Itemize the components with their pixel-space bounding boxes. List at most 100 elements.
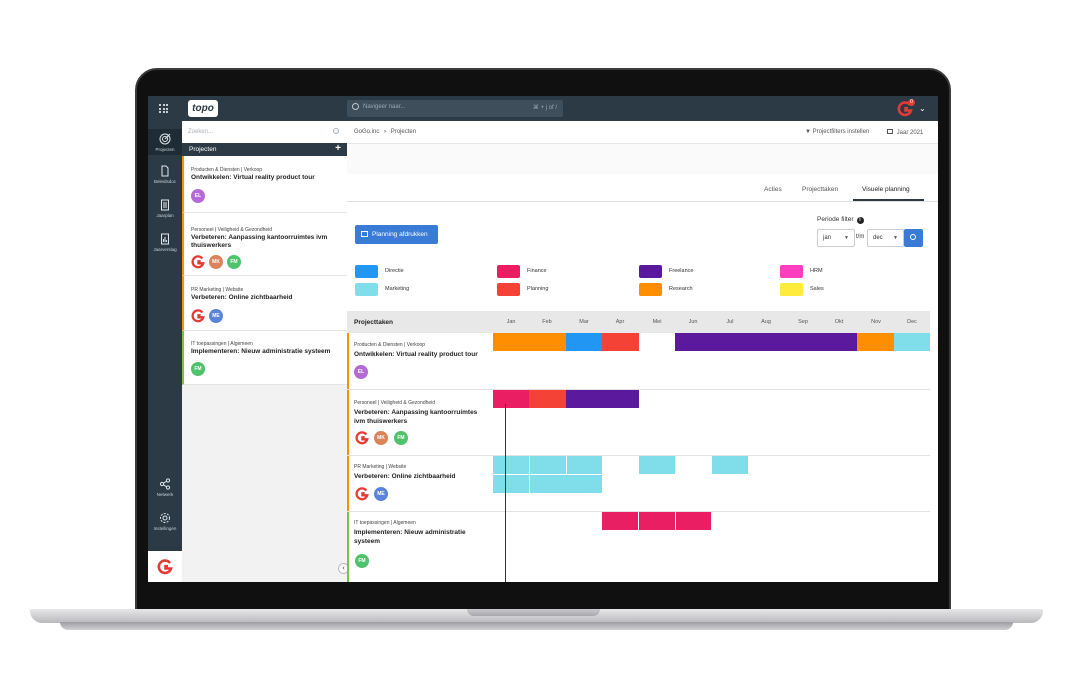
project-title: Ontwikkelen: Virtual reality product tou… [354,351,478,358]
chevron-down-icon[interactable]: ⌄ [919,104,926,113]
gantt-row[interactable]: Personeel | Veiligheid & Gezondheid Verb… [347,390,930,456]
month-label: Sep [798,319,808,325]
user-account-logo-icon[interactable] [897,101,913,117]
apps-grid-icon[interactable] [159,104,168,113]
nav-label: Projecten [155,147,175,152]
left-navigation: Projecten Beleidsdoc Jaarplan Jaarversla… [148,121,182,582]
nav-item-projecten[interactable]: Projecten [148,129,182,155]
year-label: Jaar 2021 [896,130,924,136]
legend-swatch [780,283,803,296]
filter-icon: ▼ [805,129,811,135]
gantt-bar-finance[interactable] [639,512,675,530]
nav-label: Jaarverslag [153,247,177,252]
apply-period-filter-button[interactable] [904,229,923,247]
gantt-bar-marketing[interactable] [493,456,529,474]
avatar: FM [191,362,205,376]
gantt-bar-marketing[interactable] [493,475,529,493]
period-separator: t/m [856,234,865,240]
navigate-search-input[interactable]: Navigeer naar... ⌘ + j of / [347,100,563,117]
avatar: MK [374,431,388,445]
topo-logo[interactable]: topo [188,100,218,117]
gantt-bar-marketing[interactable] [894,333,930,351]
avatar: FM [355,554,369,568]
project-filters-link[interactable]: ▼ Projectfilters instellen [805,129,869,135]
avatar: FM [394,431,408,445]
gantt-bar-finance[interactable] [676,512,711,530]
tab-visuele-planning[interactable]: Visuele planning [862,186,910,193]
project-category: PR Marketing | Website [191,287,244,293]
gantt-bar-marketing[interactable] [567,456,602,474]
nav-item-jaarverslag[interactable]: Jaarverslag [148,233,182,252]
project-title: Verbeteren: Aanpassing kantoorruimtes iv… [191,234,328,249]
project-card[interactable]: IT toepassingen | Algemeen Implementeren… [182,331,347,385]
project-category: IT toepassingen | Algemeen [191,341,253,347]
project-card[interactable]: Personeel | Veiligheid & Gezondheid Verb… [182,213,347,276]
caret-down-icon: ▼ [893,235,898,241]
gantt-bar-directie[interactable] [566,333,602,351]
search-placeholder: Navigeer naar... [363,104,406,110]
gantt-bar-freelance[interactable] [566,390,639,408]
month-label: Jun [688,319,698,325]
nav-item-netwerk[interactable]: Netwerk [148,478,182,497]
active-tab-indicator [853,199,924,201]
gantt-bar-marketing[interactable] [712,456,748,474]
row-accent [347,456,349,511]
month-label: Jan [506,319,516,325]
main-content: GoGo.inc › Projecten ▼ Projectfilters in… [347,121,938,582]
calendar-icon [887,129,893,134]
legend-label: Freelance [669,268,694,274]
legend-swatch [355,283,378,296]
gantt-bar-research[interactable] [529,333,566,351]
period-to-select[interactable]: dec ▼ [867,229,904,247]
nav-item-jaarplan[interactable]: Jaarplan [148,199,182,218]
project-card[interactable]: PR Marketing | Website Verbeteren: Onlin… [182,276,347,331]
gantt-bar-marketing[interactable] [530,456,566,474]
gantt-header-title: Projecttaken [354,319,394,326]
info-icon[interactable]: i [856,217,864,224]
print-planning-button[interactable]: Planning afdrukken [355,225,438,244]
month-label: Mar [579,319,589,325]
legend-label: Finance [527,268,547,274]
gantt-bar-planning[interactable] [529,390,566,408]
gantt-row[interactable]: PR Marketing | Website Verbeteren: Onlin… [347,456,930,512]
printer-icon [361,231,368,238]
legend-swatch [639,265,662,278]
list-document-icon [161,199,169,211]
gantt-bar-finance[interactable] [602,512,638,530]
nav-item-instellingen[interactable]: Instellingen [148,512,182,531]
project-search-input[interactable]: Zoeken... [182,121,347,143]
legend-label: Marketing [385,286,410,292]
period-from-select[interactable]: jan ▼ [817,229,855,247]
legend-label: Planning [527,286,549,292]
tab-projecttaken[interactable]: Projecttaken [802,186,839,193]
row-accent [347,390,349,455]
month-label: Feb [542,319,552,325]
nav-item-beleidsdoc[interactable]: Beleidsdoc [148,165,182,184]
gantt-bar-research[interactable] [493,333,529,351]
breadcrumb-org[interactable]: GoGo.inc [354,129,380,135]
share-network-icon [159,478,171,490]
gantt-row[interactable]: IT toepassingen | Algemeen Implementeren… [347,512,930,582]
gantt-bar-freelance[interactable] [675,333,857,351]
gantt-bar-marketing[interactable] [530,475,602,493]
gantt-row[interactable]: Producten & Diensten | Verkoop Ontwikkel… [347,333,930,390]
notification-badge: 0 [908,99,915,106]
legend-label: Research [669,286,693,292]
year-selector[interactable]: Jaar 2021 [887,129,923,136]
project-title: Verbeteren: Online zichtbaarheid [191,294,293,301]
legend-swatch [497,283,520,296]
gantt-bar-finance[interactable] [493,390,529,408]
add-project-icon[interactable]: + [335,143,341,154]
gogo-logo-tile[interactable] [148,551,182,582]
gantt-bar-planning[interactable] [602,333,639,351]
month-label: Mei [652,319,662,325]
laptop-base-shadow [60,622,1013,630]
tab-acties[interactable]: Acties [764,186,782,193]
project-filters-label: Projectfilters instellen [812,129,870,135]
search-shortcut-hint: ⌘ + j of / [532,105,557,111]
project-card[interactable]: Producten & Diensten | Verkoop Ontwikkel… [182,156,347,213]
project-title: Verbeteren: Online zichtbaarheid [354,473,456,480]
gantt-bar-marketing[interactable] [639,456,675,474]
avatar: FM [227,255,241,269]
gantt-bar-research[interactable] [857,333,894,351]
